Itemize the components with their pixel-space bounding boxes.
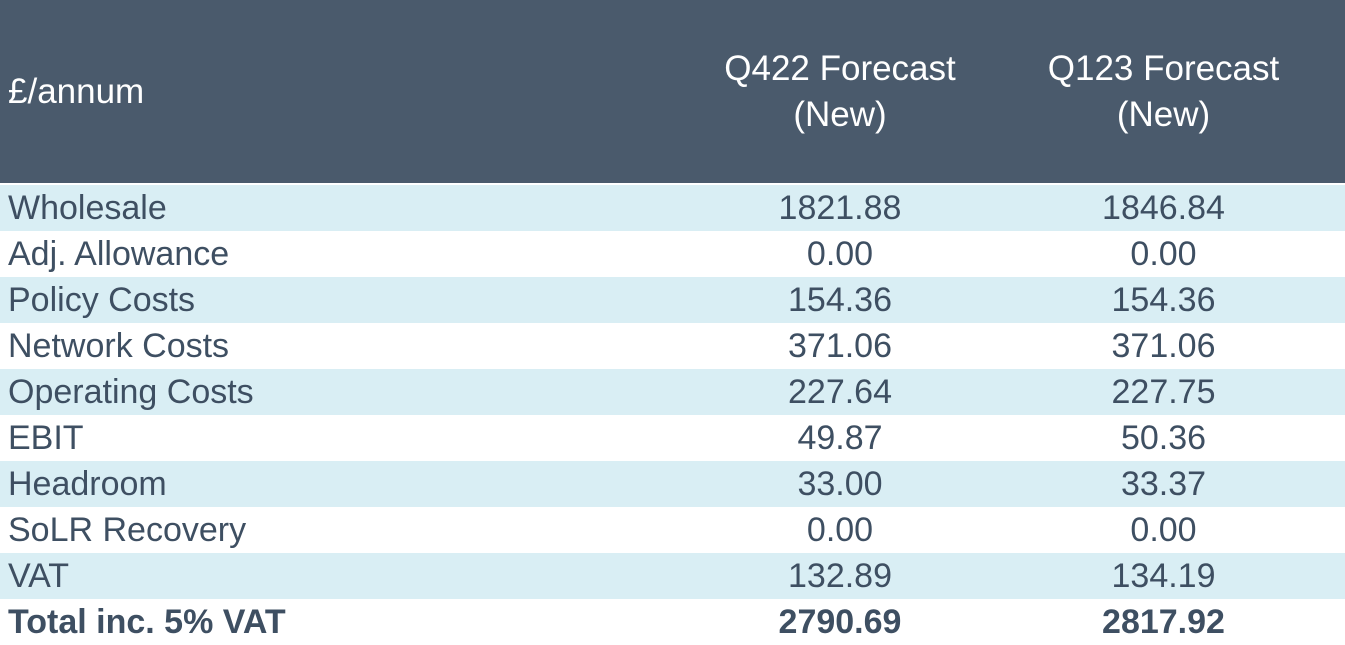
cell-value: 49.87	[797, 419, 883, 457]
table-row: Network Costs 371.06 371.06	[0, 323, 1345, 369]
header-text: £/annum	[8, 71, 145, 111]
table-row: Adj. Allowance 0.00 0.00	[0, 231, 1345, 277]
cell-value: 227.75	[1111, 373, 1216, 411]
table-row: Wholesale 1821.88 1846.84	[0, 185, 1345, 231]
header-cell: £/annum	[8, 0, 668, 183]
row-label: Network Costs	[8, 327, 230, 365]
table-row: SoLR Recovery 0.00 0.00	[0, 507, 1345, 553]
table-row: Policy Costs 154.36 154.36	[0, 277, 1345, 323]
cell-value: 2790.69	[778, 603, 902, 641]
cell-value: 0.00	[1130, 235, 1197, 273]
total-row: Total inc. 5% VAT 2790.69 2817.92	[0, 599, 1345, 645]
table-row: EBIT 49.87 50.36	[0, 415, 1345, 461]
cell-value: 1846.84	[1102, 189, 1225, 227]
cell-value: 2817.92	[1102, 603, 1225, 641]
table-header: £/annum Q422 Forecast (New) Q123 Forecast (N…	[0, 0, 1345, 183]
cell-value: 134.19	[1111, 557, 1216, 595]
row-label: Policy Costs	[8, 281, 196, 319]
header-text: Q123 Forecast	[1047, 48, 1280, 88]
cell-value: 0.00	[806, 235, 874, 273]
header-text: (New)	[793, 94, 887, 134]
row-label: Total inc. 5% VAT	[8, 603, 286, 641]
cell-value: 0.00	[806, 511, 874, 549]
header-cell: Q123 Forecast (New)	[1002, 0, 1325, 183]
row-label: VAT	[8, 557, 70, 595]
table-row: Headroom 33.00 33.37	[0, 461, 1345, 507]
row-label: Wholesale	[8, 189, 167, 227]
table-row: Operating Costs 227.64 227.75	[0, 369, 1345, 415]
cell-value: 154.36	[1111, 281, 1216, 319]
cell-value: 371.06	[788, 327, 892, 365]
cell-value: 132.89	[788, 557, 892, 595]
cell-value: 50.36	[1120, 419, 1207, 457]
table-row: VAT 132.89 134.19	[0, 553, 1345, 599]
row-label: EBIT	[8, 419, 84, 457]
row-label: Operating Costs	[8, 373, 254, 411]
cell-value: 0.00	[1130, 511, 1197, 549]
cell-value: 1821.88	[778, 189, 902, 227]
cell-value: 227.64	[788, 373, 892, 411]
row-label: Adj. Allowance	[8, 235, 230, 273]
cell-value: 154.36	[788, 281, 892, 319]
header-cell: Q422 Forecast (New)	[678, 0, 1002, 183]
header-text: (New)	[1116, 94, 1211, 134]
cell-value: 33.00	[797, 465, 883, 503]
header-text: Q422 Forecast	[724, 48, 956, 88]
cell-value: 33.37	[1120, 465, 1207, 503]
row-label: SoLR Recovery	[8, 511, 247, 549]
cell-value: 371.06	[1111, 327, 1216, 365]
row-label: Headroom	[8, 465, 167, 503]
